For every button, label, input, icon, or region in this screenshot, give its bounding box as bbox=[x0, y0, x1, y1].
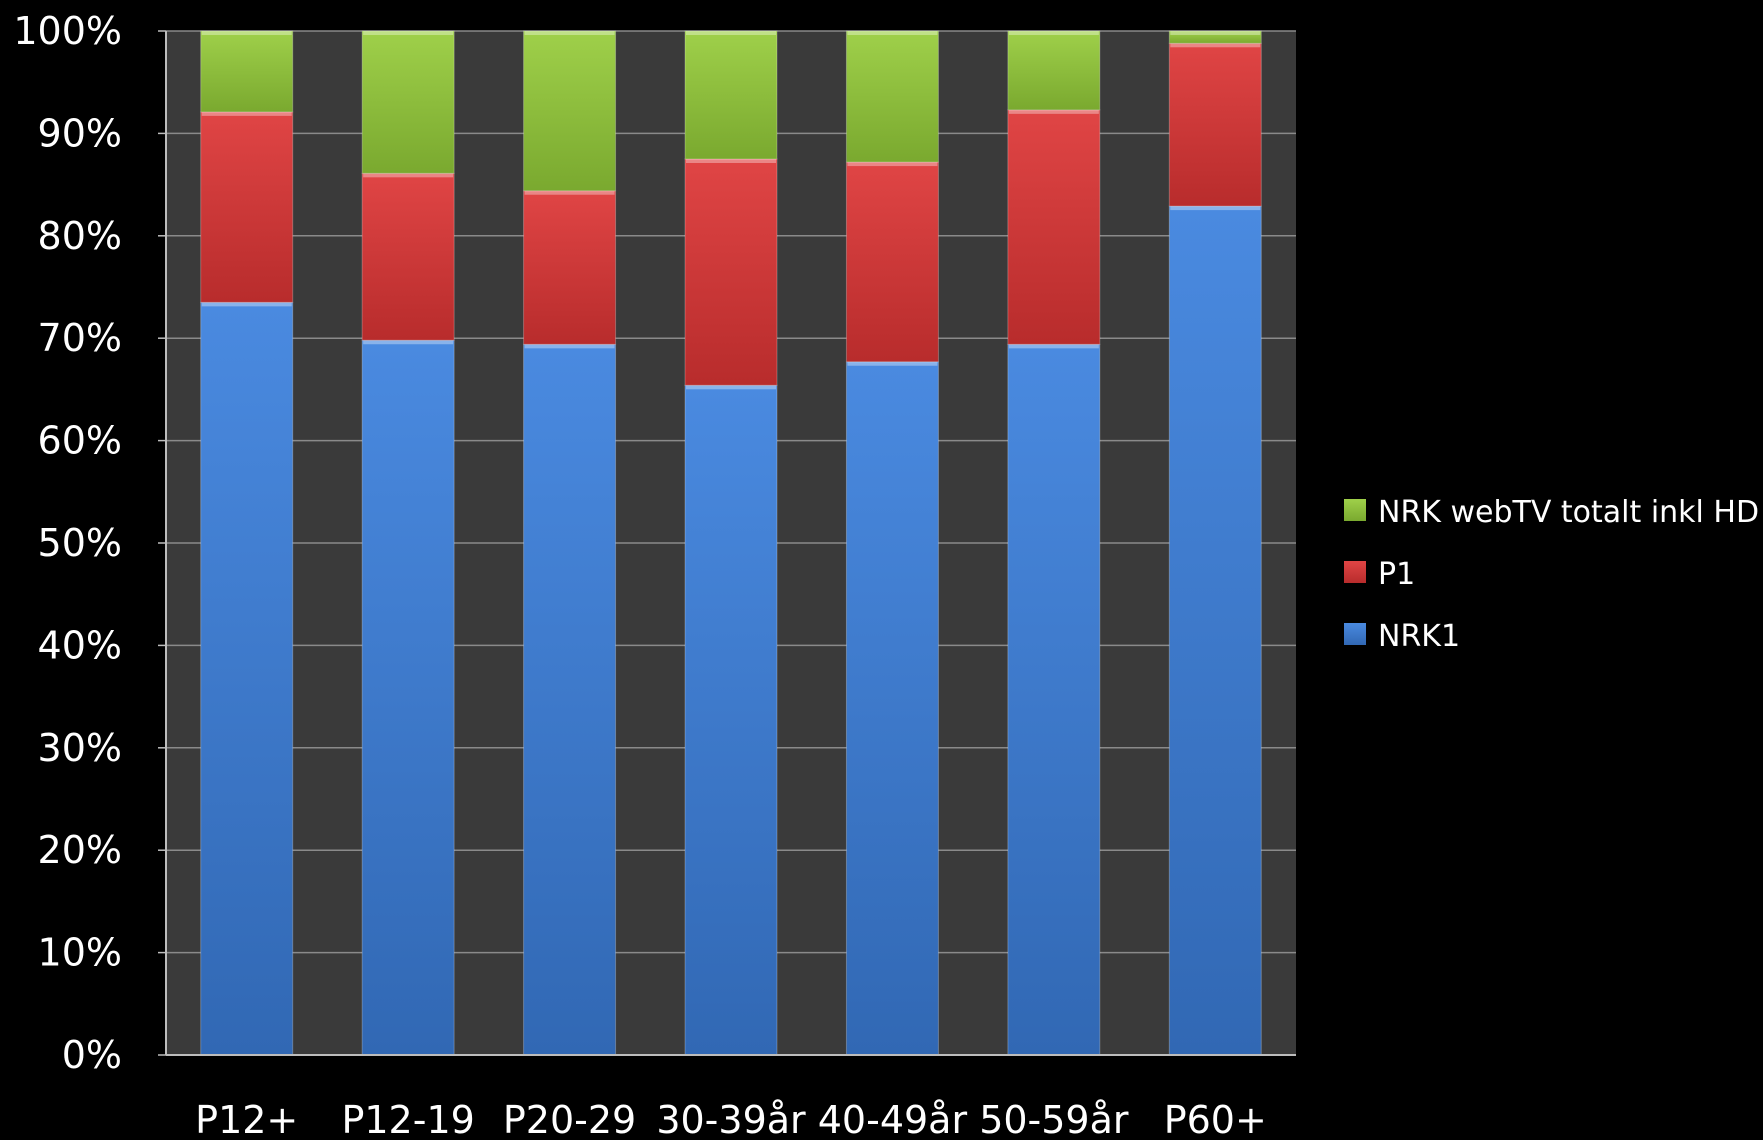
bar-highlight bbox=[524, 190, 615, 195]
bar-nrk1-0 bbox=[200, 301, 294, 1056]
x-tick-labels: P12+ P12-19 P20-29 30-39år 40-49år 50-59år P60… bbox=[195, 1098, 1267, 1140]
legend: NRK webTV totalt inkl HD P1 NRK1 bbox=[1344, 495, 1759, 654]
bar-p1-3 bbox=[684, 158, 778, 386]
bar-highlight bbox=[363, 173, 454, 178]
bar-highlight bbox=[201, 302, 292, 307]
bar-p1-2 bbox=[523, 190, 617, 345]
y-tick-label: 30% bbox=[38, 726, 122, 770]
y-tick-label: 10% bbox=[38, 931, 122, 975]
legend-swatch bbox=[1344, 499, 1366, 521]
y-tick-label: 50% bbox=[38, 521, 122, 565]
bar-p1-1 bbox=[361, 172, 455, 341]
bar-highlight bbox=[363, 340, 454, 345]
bar-highlight bbox=[524, 31, 615, 35]
bar-highlight bbox=[847, 31, 938, 35]
bar-highlight bbox=[201, 31, 292, 35]
bar-nrk-webtv-totalt-inkl-hd-1 bbox=[361, 30, 455, 174]
axes bbox=[165, 31, 1296, 1056]
x-tick-label: 30-39år bbox=[656, 1098, 806, 1136]
y-tick-label: 80% bbox=[38, 214, 122, 258]
bar-nrk-webtv-totalt-inkl-hd-5 bbox=[1007, 30, 1101, 111]
bar-nrk1-3 bbox=[684, 384, 778, 1056]
bars bbox=[200, 30, 1262, 1056]
x-tick-label: 50-59år bbox=[979, 1098, 1129, 1136]
bar-nrk1-6 bbox=[1168, 205, 1262, 1056]
legend-label: P1 bbox=[1378, 557, 1415, 592]
x-tick-label: P20-29 bbox=[503, 1098, 636, 1136]
bar-nrk-webtv-totalt-inkl-hd-4 bbox=[845, 30, 939, 163]
bar-p1-0 bbox=[200, 111, 294, 303]
bar-nrk-webtv-totalt-inkl-hd-0 bbox=[200, 30, 294, 113]
y-tick-labels: 0% 10% 20% 30% 40% 50% 60% 70% 80% 90% 100% bbox=[13, 9, 122, 1077]
bar-highlight bbox=[1008, 31, 1099, 35]
bar-nrk-webtv-totalt-inkl-hd-6 bbox=[1168, 30, 1262, 44]
bar-highlight bbox=[686, 385, 776, 390]
y-tick-label: 0% bbox=[62, 1033, 122, 1077]
y-tick-label: 90% bbox=[38, 111, 122, 155]
bar-highlight bbox=[686, 159, 776, 163]
x-tick-label: P60+ bbox=[1164, 1098, 1267, 1136]
bar-nrk1-4 bbox=[845, 361, 939, 1056]
bar-p1-5 bbox=[1007, 109, 1101, 345]
y-tick-label: 70% bbox=[38, 316, 122, 360]
y-tick-label: 60% bbox=[38, 419, 122, 463]
bar-nrk1-2 bbox=[523, 343, 617, 1056]
bar-highlight bbox=[1170, 206, 1261, 211]
bar-highlight bbox=[686, 31, 776, 35]
bar-highlight bbox=[1170, 31, 1261, 35]
bar-nrk-webtv-totalt-inkl-hd-3 bbox=[684, 30, 778, 160]
bar-nrk1-1 bbox=[361, 339, 455, 1056]
legend-label: NRK webTV totalt inkl HD bbox=[1378, 495, 1759, 530]
bar-nrk1-5 bbox=[1007, 343, 1101, 1056]
legend-swatch bbox=[1344, 623, 1366, 645]
y-tick-label: 100% bbox=[13, 9, 122, 53]
bar-p1-4 bbox=[845, 161, 939, 363]
legend-swatch bbox=[1344, 561, 1366, 583]
legend-label: NRK1 bbox=[1378, 619, 1460, 654]
x-tick-label: P12+ bbox=[195, 1098, 298, 1136]
bar-highlight bbox=[847, 162, 938, 167]
y-tick-label: 20% bbox=[38, 828, 122, 872]
y-tick-label: 40% bbox=[38, 623, 122, 667]
bar-highlight bbox=[1170, 43, 1261, 48]
bar-nrk-webtv-totalt-inkl-hd-2 bbox=[523, 30, 617, 192]
bar-highlight bbox=[1008, 344, 1099, 349]
bar-highlight bbox=[201, 111, 292, 116]
bar-highlight bbox=[524, 344, 615, 349]
x-tick-label: 40-49år bbox=[818, 1098, 968, 1136]
x-tick-label: P12-19 bbox=[341, 1098, 474, 1136]
bar-highlight bbox=[363, 31, 454, 35]
bar-p1-6 bbox=[1168, 42, 1262, 207]
bar-highlight bbox=[847, 361, 938, 366]
bar-highlight bbox=[1008, 109, 1099, 114]
